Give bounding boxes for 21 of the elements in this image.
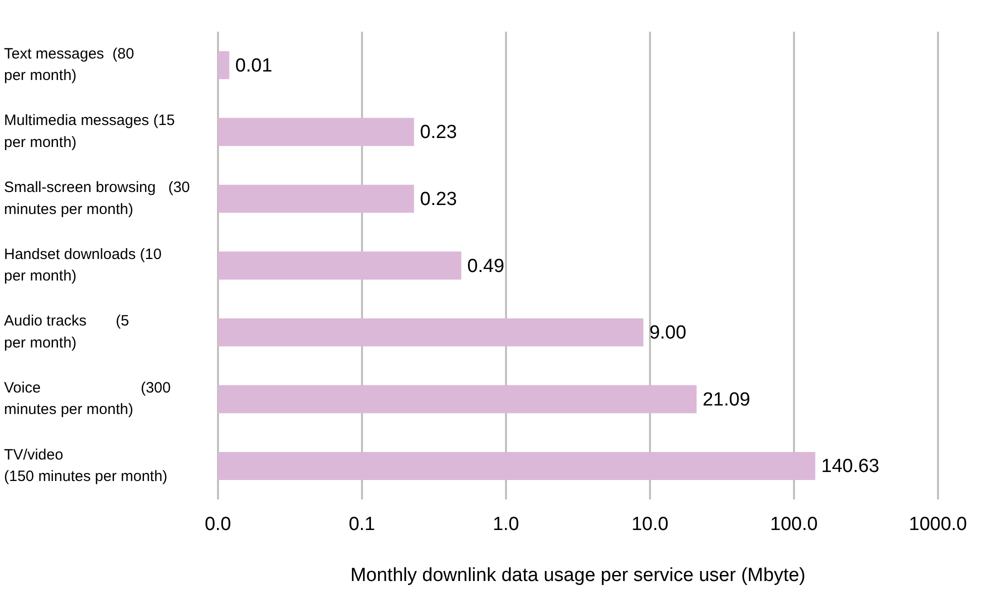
data-label: 0.49 bbox=[467, 256, 504, 277]
y-tick-label: Small-screen browsing (30 minutes per month) bbox=[4, 179, 190, 218]
x-tick-label: 10.0 bbox=[631, 514, 668, 536]
y-tick-label: TV/video (150 minutes per month) bbox=[4, 446, 168, 486]
y-tick-label: Audio tracks (5 per month) bbox=[4, 312, 130, 352]
x-tick-label: 1.0 bbox=[492, 514, 520, 536]
y-tick-label: Text messages (80 per month) bbox=[4, 45, 134, 84]
data-label: 9.00 bbox=[649, 322, 686, 344]
data-label: 21.09 bbox=[702, 389, 750, 410]
y-tick-label: Multimedia messages (15 per month) bbox=[4, 112, 175, 151]
data-label: 0.01 bbox=[235, 55, 272, 76]
data-label: 140.63 bbox=[821, 456, 880, 478]
data-label: 0.23 bbox=[420, 189, 457, 210]
data-label: 0.23 bbox=[420, 122, 457, 144]
x-tick-label: 1000.0 bbox=[908, 514, 968, 536]
y-tick-label: Voice (300 minutes per month) bbox=[4, 379, 171, 418]
x-axis-title: Monthly downlink data usage per service user (Mbyte) bbox=[350, 564, 806, 586]
x-tick-label: 0.0 bbox=[204, 514, 232, 536]
x-tick-label: 0.1 bbox=[348, 514, 376, 536]
y-tick-label: Handset downloads (10 per month) bbox=[4, 246, 162, 285]
x-tick-label: 100.0 bbox=[770, 514, 818, 536]
